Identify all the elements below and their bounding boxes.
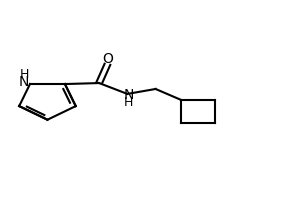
Text: N: N: [19, 75, 29, 89]
Text: H: H: [124, 96, 134, 109]
Text: O: O: [102, 52, 113, 66]
Text: N: N: [124, 88, 134, 102]
Text: H: H: [20, 68, 29, 81]
